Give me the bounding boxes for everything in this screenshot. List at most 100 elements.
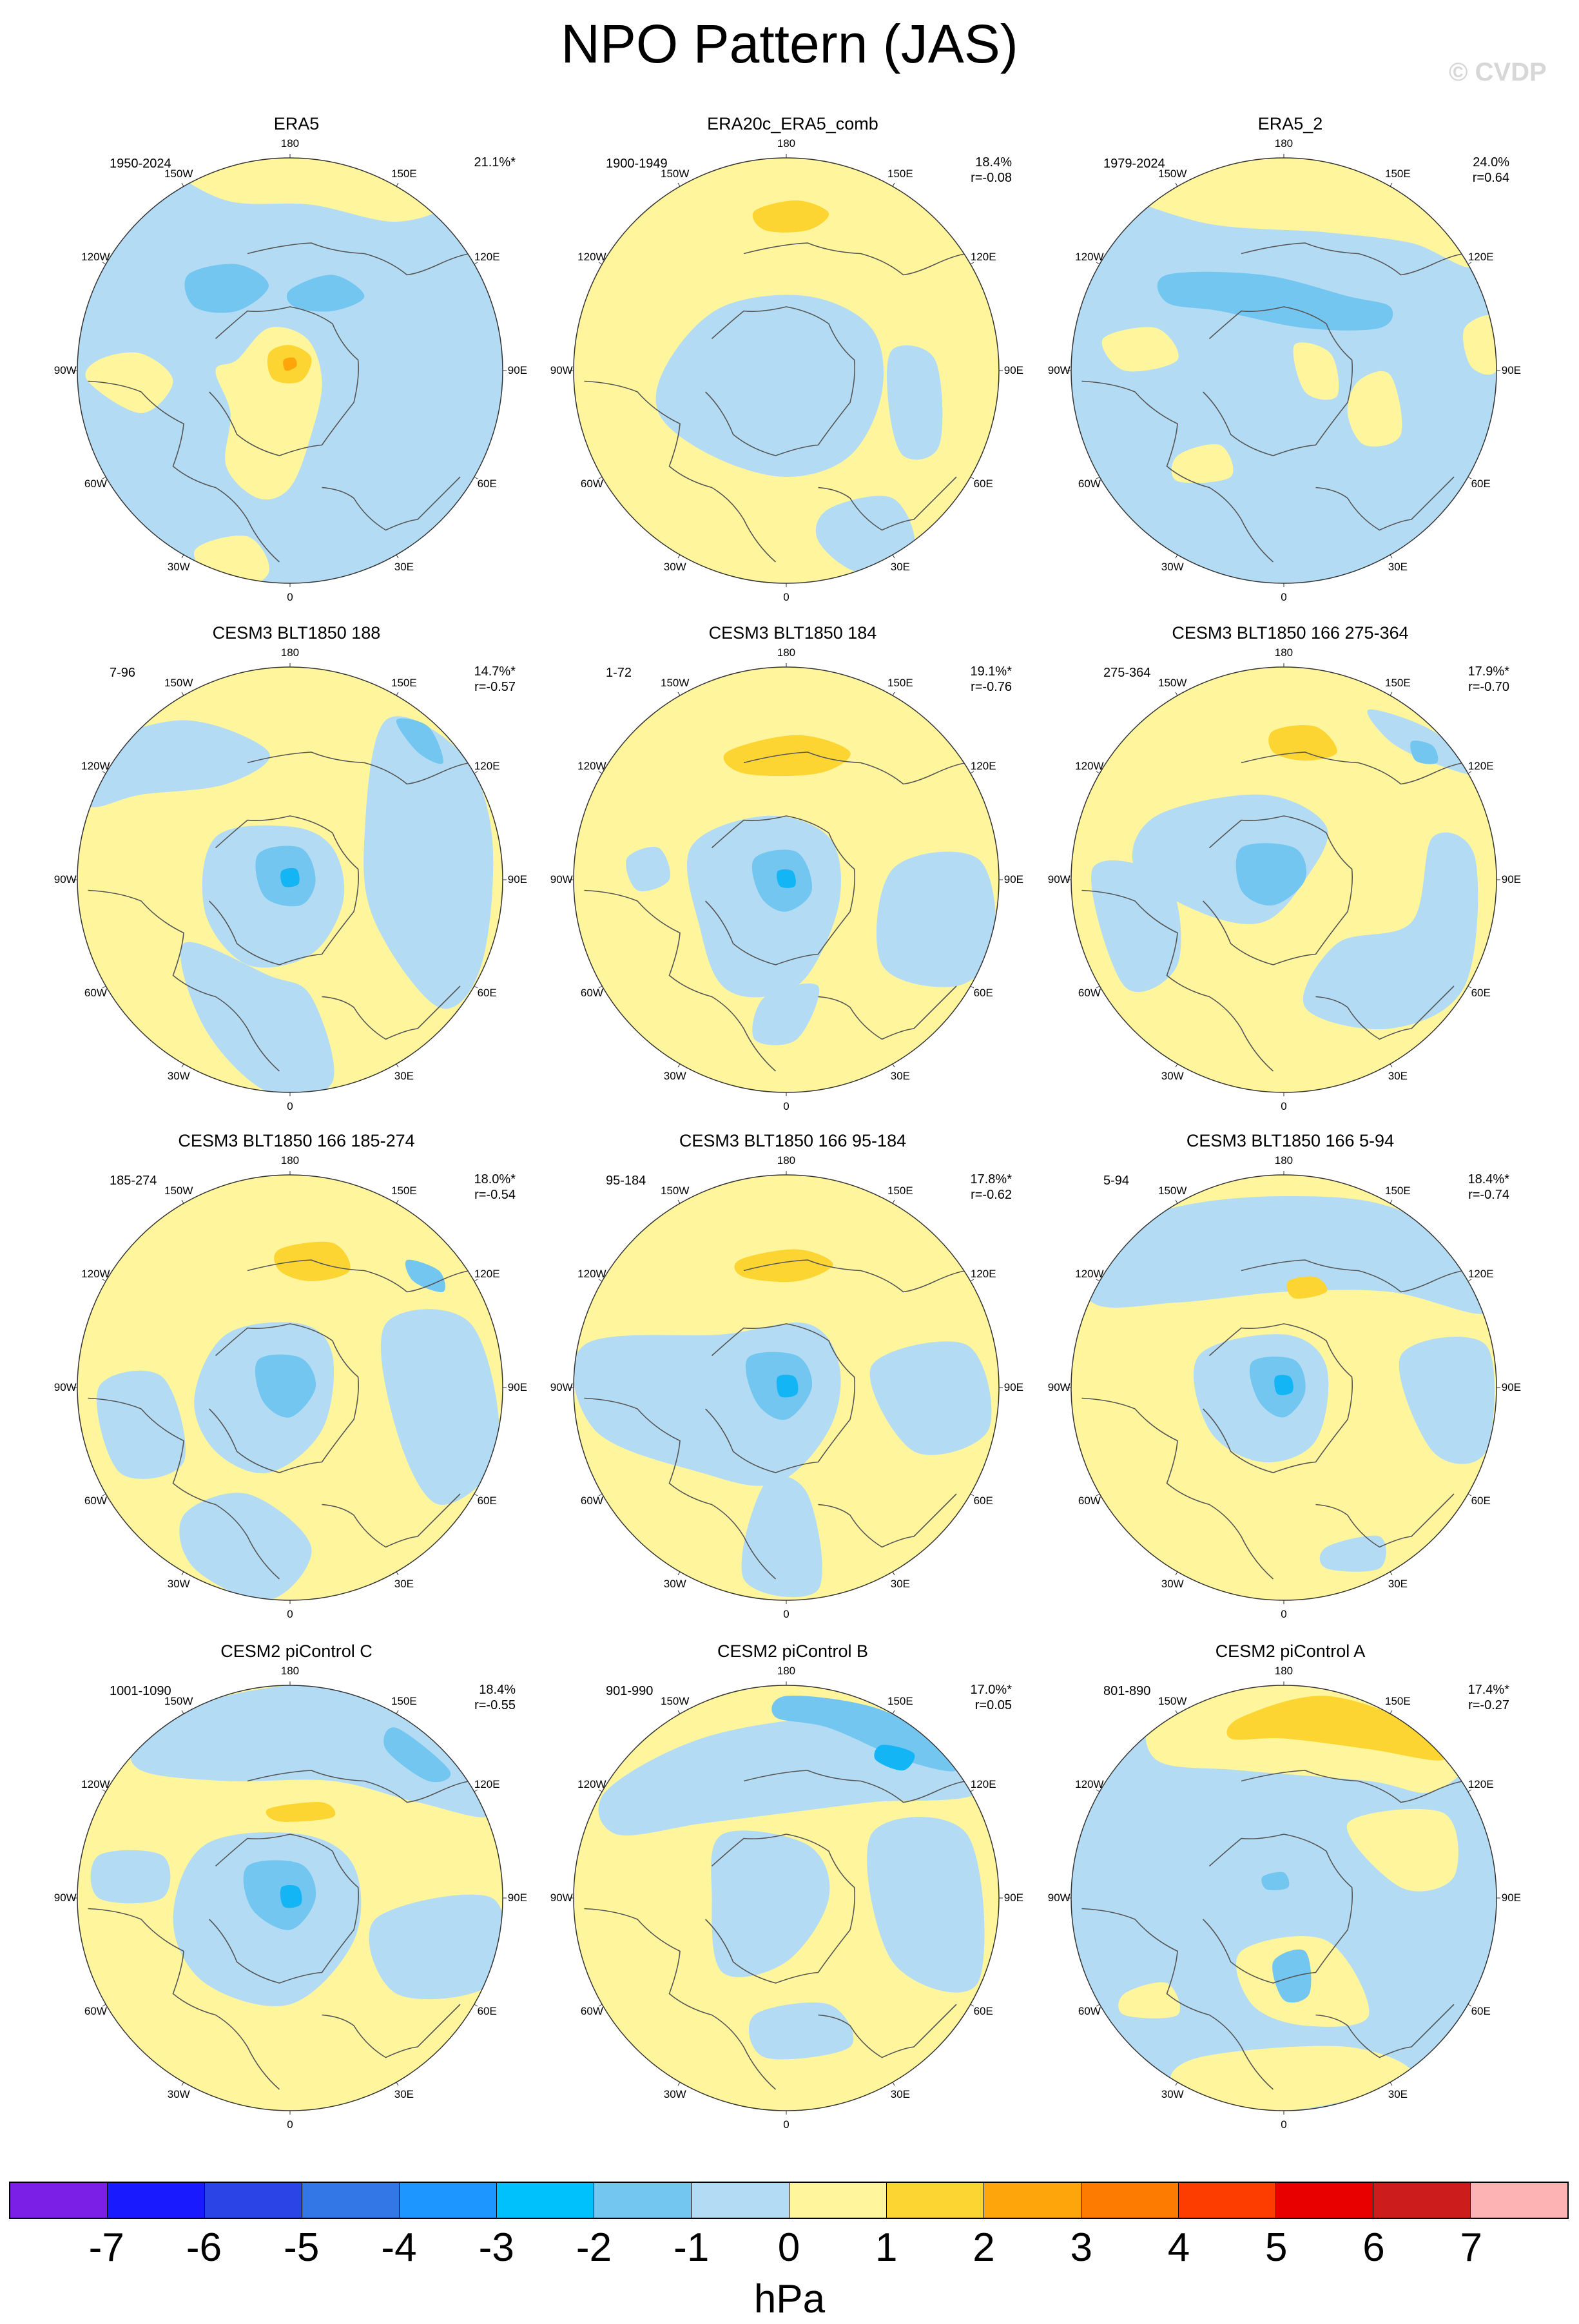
longitude-label: 90W [550, 1381, 573, 1393]
longitude-label: 150W [661, 1695, 690, 1708]
coastline [247, 1259, 471, 1293]
longitude-tick [181, 182, 184, 187]
longitude-label: 120W [577, 251, 606, 263]
longitude-label: 150W [164, 677, 193, 690]
contour-region [777, 869, 796, 888]
contour-region [280, 867, 300, 887]
longitude-tick [1468, 1279, 1472, 1282]
longitude-label: 30E [394, 560, 414, 573]
contour-region [1293, 342, 1339, 400]
longitude-label: 30W [663, 560, 686, 573]
coastline [1241, 751, 1465, 785]
panel-correlation: r=-0.54 [474, 1188, 516, 1202]
map-panel: CESM2 piControl B 901-990 17.0%* r=0.05 180 1… [528, 1640, 1057, 2149]
contour-region [1226, 1696, 1447, 1761]
longitude-label: 120W [81, 1778, 110, 1790]
longitude-label: 60W [1078, 478, 1101, 490]
coastline [209, 1323, 360, 1473]
longitude-tick [396, 1063, 399, 1068]
panel-variance: 18.4% [479, 1683, 516, 1697]
longitude-tick [102, 476, 106, 479]
polar-map [1067, 663, 1500, 1096]
colorbar-swatch [983, 2183, 1081, 2218]
longitude-tick [1096, 262, 1100, 265]
longitude-tick [892, 1199, 895, 1204]
longitude-label: 90W [1047, 1892, 1070, 1904]
coastline [705, 306, 856, 456]
contour-region [286, 275, 365, 312]
longitude-tick [1175, 554, 1178, 559]
colorbar-swatch [497, 2183, 595, 2218]
colorbar-tick-label: -6 [186, 2225, 222, 2270]
contour-region [869, 1341, 992, 1455]
panel-title: ERA5_2 [1257, 114, 1323, 133]
longitude-tick [474, 476, 478, 479]
contour-region [876, 851, 996, 987]
longitude-tick [892, 2082, 895, 2086]
longitude-label: 60W [84, 987, 107, 999]
coastline [322, 476, 461, 531]
longitude-tick [598, 985, 603, 989]
longitude-tick [892, 1063, 895, 1068]
panel-variance: 21.1%* [474, 155, 516, 169]
longitude-label: 30W [1161, 560, 1184, 573]
longitude-tick [474, 1279, 478, 1282]
coastline [1315, 476, 1455, 531]
contour-region [741, 1475, 822, 1598]
longitude-tick [892, 182, 895, 187]
contour-region [97, 1370, 186, 1479]
coastline [322, 1493, 461, 1548]
longitude-tick [102, 262, 106, 265]
longitude-label: 90W [550, 364, 573, 376]
longitude-tick [181, 1571, 184, 1576]
longitude-label: 60E [477, 987, 497, 999]
longitude-label: 30W [663, 1577, 686, 1590]
longitude-tick [396, 1199, 399, 1204]
longitude-tick [970, 1789, 974, 1792]
contour-region [1399, 1337, 1495, 1464]
longitude-label: 120E [1468, 1268, 1494, 1280]
coastline [705, 1323, 856, 1473]
panel-variance: 17.4%* [1468, 1683, 1510, 1697]
longitude-label: 180 [777, 646, 796, 659]
contour-region [85, 352, 173, 413]
longitude-label: 60W [84, 478, 107, 490]
longitude-tick [1390, 1571, 1393, 1576]
panel-period: 1900-1949 [606, 157, 668, 171]
longitude-tick [1390, 1199, 1393, 1204]
longitude-label: 120E [970, 1268, 996, 1280]
coastline [1241, 1259, 1465, 1293]
longitude-label: 30W [167, 1577, 190, 1590]
longitude-label: 120W [577, 1268, 606, 1280]
colorbar-swatch [1373, 2183, 1471, 2218]
polar-map [570, 663, 1003, 1096]
longitude-tick [598, 2004, 603, 2007]
panel-title: CESM2 piControl B [717, 1641, 869, 1661]
longitude-tick [474, 1789, 478, 1792]
contour-region [283, 357, 297, 371]
map-panel: CESM3 BLT1850 166 275-364 275-364 17.9%* r=… [1026, 622, 1555, 1131]
colorbar-swatch [108, 2183, 206, 2218]
longitude-label: 60E [1471, 1495, 1491, 1507]
longitude-tick [598, 1789, 603, 1792]
longitude-label: 60W [84, 1495, 107, 1507]
longitude-label: 60E [973, 987, 993, 999]
longitude-tick [677, 1199, 681, 1204]
panel-variance: 17.0%* [970, 1683, 1012, 1697]
colorbar-swatch [1470, 2183, 1567, 2218]
contour-region [1463, 315, 1497, 375]
colorbar-tick-label: 3 [1070, 2225, 1092, 2270]
longitude-tick [102, 1493, 106, 1496]
coastline [743, 1770, 967, 1803]
longitude-label: 0 [783, 1100, 790, 1112]
longitude-tick [1468, 262, 1472, 265]
longitude-tick [1468, 476, 1472, 479]
longitude-tick [1468, 1789, 1472, 1792]
coastline [1315, 2004, 1455, 2058]
watermark: © CVDP [1449, 58, 1547, 86]
coastline [209, 1834, 360, 1984]
longitude-label: 60E [1471, 478, 1491, 490]
longitude-tick [102, 1789, 106, 1792]
longitude-label: 90W [53, 873, 77, 886]
coastline [88, 889, 280, 1072]
